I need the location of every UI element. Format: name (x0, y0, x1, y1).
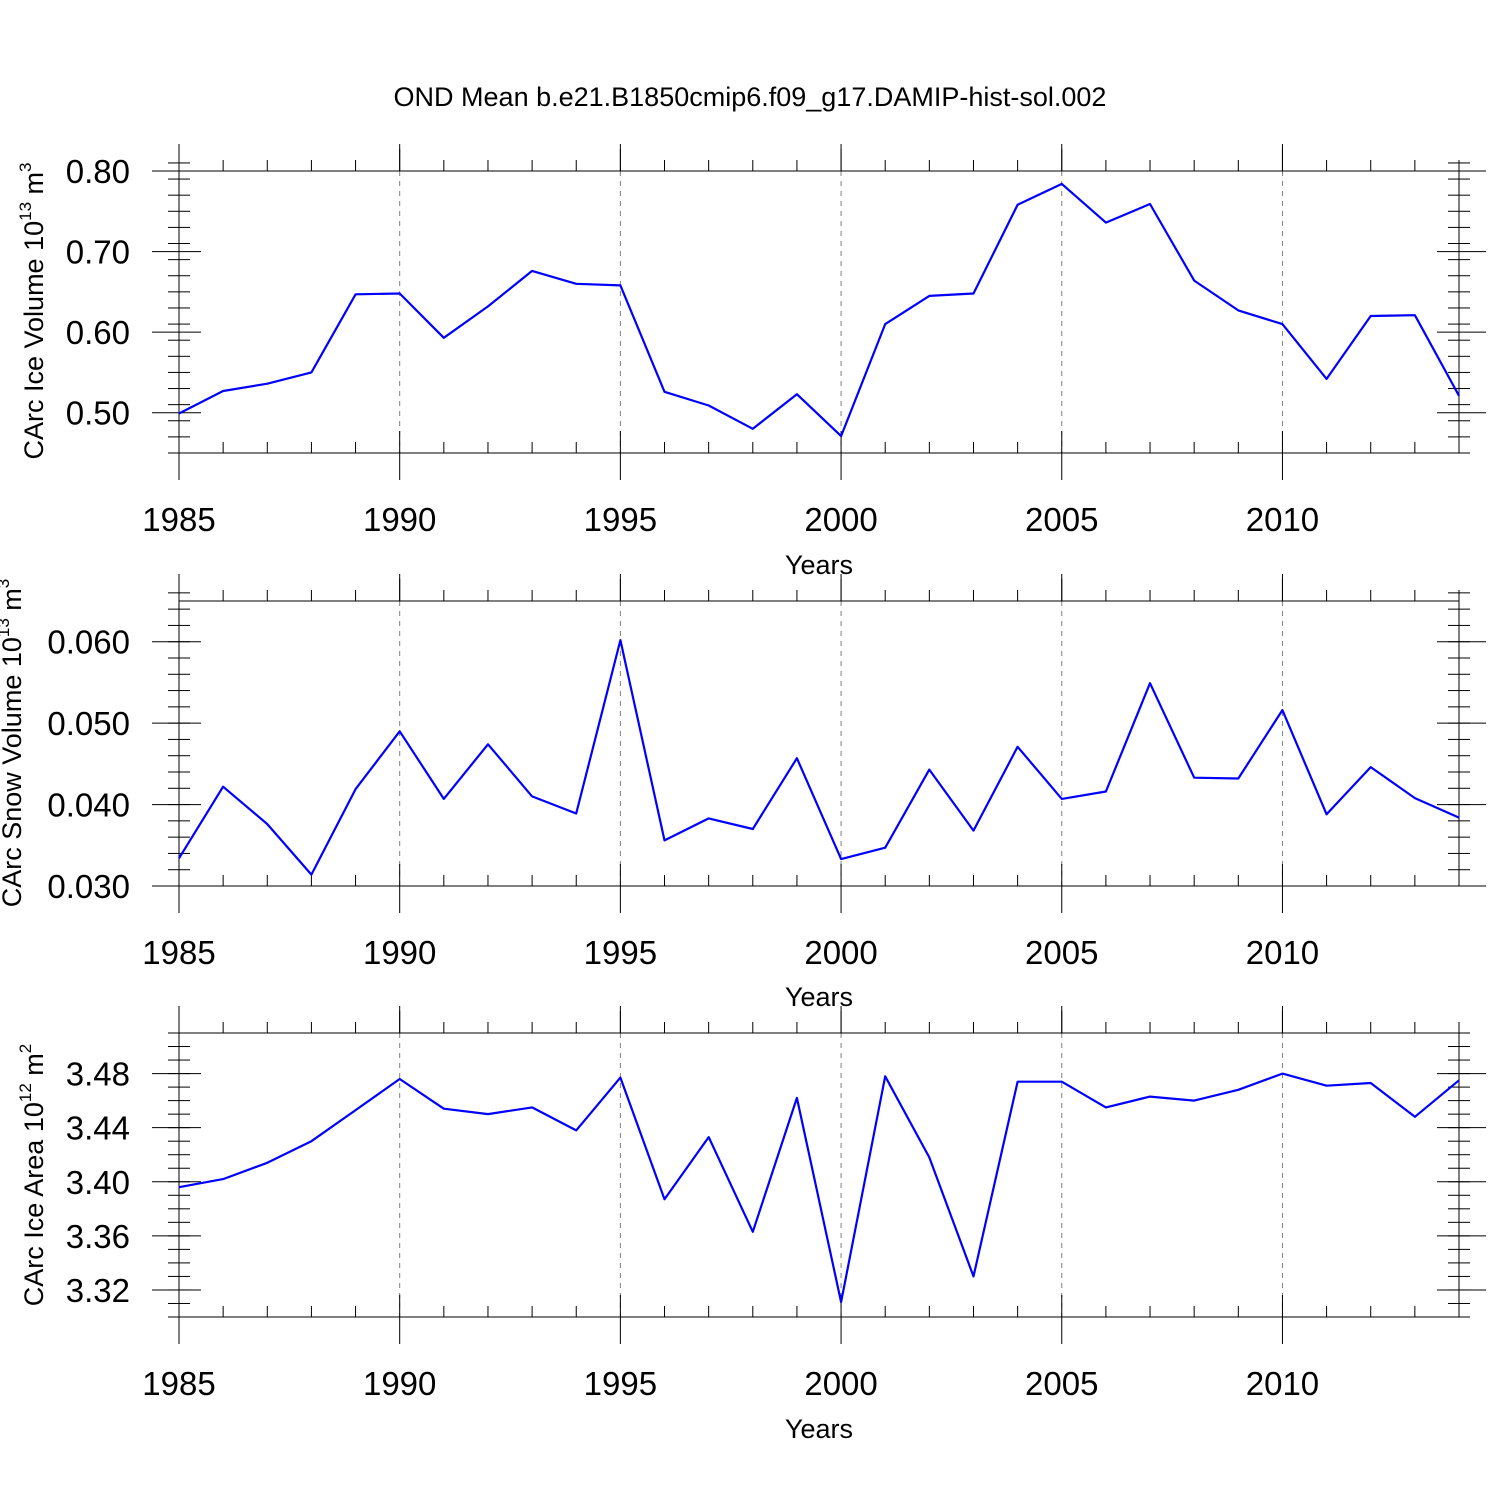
ice-volume-xtick-label: 2010 (1246, 501, 1319, 538)
snow-volume-ytick-label: 0.040 (47, 787, 130, 824)
snow-volume-xlabel: Years (785, 982, 853, 1012)
ice-area-ylabel: CArc Ice Area 1012 m2 (16, 1044, 49, 1307)
ice-volume-series-line (178, 182, 1460, 438)
ice-area-ytick-label: 3.44 (66, 1110, 130, 1147)
ice-volume-xtick-label: 2000 (804, 501, 877, 538)
snow-volume-ytick-label: 0.030 (47, 868, 130, 905)
ice-volume-ytick-label: 0.60 (66, 314, 130, 351)
snow-volume-xtick-label: 1985 (142, 934, 215, 971)
snow-volume-ytick-label: 0.060 (47, 624, 130, 661)
ice-area-plot-area: 3.32 3.36 3.40 3.44 3.48 1985 1990 1995 2000 2005… (66, 1006, 1486, 1402)
ice-area-ytick-label: 3.32 (66, 1272, 130, 1309)
panel-ice-area: 3.32 3.36 3.40 3.44 3.48 1985 1990 1995 2000 2005… (16, 1006, 1486, 1444)
snow-volume-xtick-label: 1990 (363, 934, 436, 971)
ice-volume-xtick-label: 2005 (1025, 501, 1098, 538)
ice-area-xtick-label: 2010 (1246, 1365, 1319, 1402)
ice-volume-xtick-label: 1995 (584, 501, 657, 538)
ice-volume-ytick-label: 0.70 (66, 234, 130, 271)
ice-area-xtick-label: 1985 (142, 1365, 215, 1402)
panel-ice-volume: 0.50 0.60 0.70 0.80 1985 1990 1995 2000 2005 2010… (16, 144, 1486, 580)
ice-area-ytick-label: 3.36 (66, 1218, 130, 1255)
snow-volume-xtick-label: 2010 (1246, 934, 1319, 971)
snow-volume-xtick-label: 2005 (1025, 934, 1098, 971)
panel-snow-volume: 0.030 0.040 0.050 0.060 1985 1990 1995 2000 2005… (0, 574, 1486, 1012)
snow-volume-frame (178, 600, 1460, 887)
ice-volume-ytick-label: 0.80 (66, 153, 130, 190)
snow-volume-ylabel: CArc Snow Volume 1013 m3 (0, 579, 27, 908)
snow-volume-xtick-label: 1995 (584, 934, 657, 971)
ice-volume-frame (178, 170, 1460, 454)
ice-volume-ylabel: CArc Ice Volume 1013 m3 (16, 162, 49, 459)
ice-area-xtick-label: 1995 (584, 1365, 657, 1402)
ice-area-ytick-label: 3.48 (66, 1056, 130, 1093)
ice-area-frame (178, 1032, 1460, 1318)
ice-volume-xlabel: Years (785, 550, 853, 580)
ice-volume-plot-area: 0.50 0.60 0.70 0.80 1985 1990 1995 2000 2005 2010 (66, 144, 1486, 538)
figure-title: OND Mean b.e21.B1850cmip6.f09_g17.DAMIP-… (394, 82, 1107, 112)
snow-volume-ytick-label: 0.050 (47, 705, 130, 742)
ice-area-xtick-label: 2005 (1025, 1365, 1098, 1402)
snow-volume-series-line (178, 638, 1460, 876)
ice-area-xtick-label: 2000 (804, 1365, 877, 1402)
ice-area-ytick-label: 3.40 (66, 1164, 130, 1201)
snow-volume-plot-area: 0.030 0.040 0.050 0.060 1985 1990 1995 2000 2005… (47, 574, 1486, 971)
ice-volume-ytick-label: 0.50 (66, 395, 130, 432)
snow-volume-xtick-label: 2000 (804, 934, 877, 971)
ice-area-xtick-label: 1990 (363, 1365, 436, 1402)
ice-area-xlabel: Years (785, 1414, 853, 1444)
ice-area-series-line (178, 1072, 1460, 1304)
ice-volume-xtick-label: 1985 (142, 501, 215, 538)
ice-volume-xtick-label: 1990 (363, 501, 436, 538)
